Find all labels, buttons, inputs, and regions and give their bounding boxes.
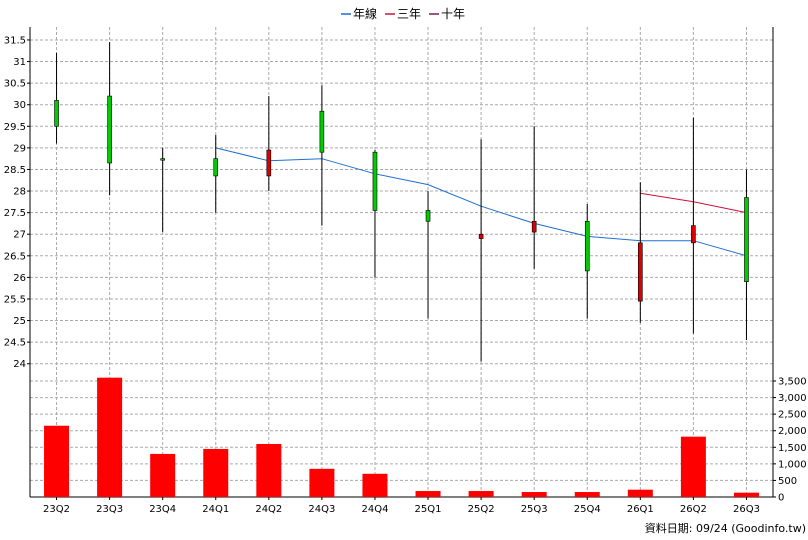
legend-label: 十年 [441, 7, 465, 21]
x-tick-label: 26Q2 [680, 504, 707, 515]
volume-bar [415, 491, 441, 497]
volume-tick-label: 3,500 [778, 377, 807, 388]
candle-body [107, 95, 112, 164]
volume-bar [150, 453, 176, 497]
volume-bar [627, 489, 653, 497]
x-tick-label: 25Q4 [574, 504, 601, 515]
legend-label: 三年 [397, 7, 421, 21]
x-tick-label: 24Q1 [202, 504, 229, 515]
volume-tick-label: 3,000 [778, 393, 807, 404]
x-tick-label: 24Q2 [255, 504, 282, 515]
volume-bar [574, 492, 600, 497]
volume-bar [680, 436, 706, 497]
volume-bar [203, 448, 229, 497]
candlesticks [54, 42, 749, 362]
candle-body [160, 158, 165, 161]
volume-tick-label: 500 [778, 476, 797, 487]
candle-body [319, 110, 325, 153]
price-tick-label: 26.5 [4, 251, 26, 262]
price-tick-label: 30 [13, 100, 26, 111]
credit-text: 資料日期: 09/24 (Goodinfo.tw) [645, 521, 806, 535]
volume-bar [362, 473, 388, 497]
price-tick-label: 27.5 [4, 208, 26, 219]
price-tick-label: 29 [13, 143, 26, 154]
volume-tick-label: 1,500 [778, 443, 807, 454]
volume-bars [44, 377, 759, 497]
volume-bar [309, 468, 335, 497]
price-tick-label: 25.5 [4, 294, 26, 305]
candle-body [266, 149, 272, 177]
price-tick-label: 24.5 [4, 338, 26, 349]
price-axis-ticks: 24 24.5 25 25.5 26 26.5 27 27.5 28 28.5 29 29.5 30 30… [4, 35, 30, 370]
price-tick-label: 28 [13, 187, 26, 198]
candle-body [478, 233, 484, 239]
x-tick-label: 23Q4 [149, 504, 176, 515]
plot-frames [29, 27, 774, 498]
x-tick-label: 23Q2 [43, 504, 70, 515]
price-tick-label: 24 [13, 359, 26, 370]
volume-bar [521, 492, 547, 497]
volume-tick-label: 0 [778, 493, 784, 504]
price-tick-label: 31 [13, 57, 26, 68]
x-axis-ticks: 23Q2 23Q3 23Q4 24Q1 24Q2 24Q3 24Q4 25Q1 25Q2 25Q3… [43, 497, 760, 515]
price-tick-label: 29.5 [4, 122, 26, 133]
volume-bar [44, 425, 70, 497]
volume-tick-label: 1,000 [778, 459, 807, 470]
price-tick-label: 27 [13, 230, 26, 241]
candle-body [213, 158, 219, 177]
x-tick-label: 24Q3 [308, 504, 335, 515]
volume-bar [733, 492, 759, 497]
x-tick-label: 23Q3 [96, 504, 123, 515]
volume-bar [468, 491, 494, 497]
x-tick-label: 26Q1 [627, 504, 654, 515]
price-tick-label: 25 [13, 316, 26, 327]
candle-body [425, 210, 431, 222]
legend: 年線 三年 十年 [341, 6, 465, 21]
price-tick-label: 31.5 [4, 35, 26, 46]
volume-tick-label: 2,500 [778, 410, 807, 421]
x-tick-label: 24Q4 [361, 504, 388, 515]
x-tick-label: 25Q3 [521, 504, 548, 515]
legend-label: 年線 [353, 6, 377, 21]
volume-axis-ticks: 0 500 1,000 1,500 2,000 2,500 3,000 3,500 [773, 377, 807, 504]
candle-body [691, 225, 696, 244]
candle-body [744, 197, 749, 283]
candle-body [372, 151, 378, 211]
price-tick-label: 28.5 [4, 165, 26, 176]
volume-bar [97, 377, 123, 497]
grid-lines [30, 27, 773, 498]
volume-bar [256, 443, 282, 497]
candle-body [54, 100, 59, 127]
volume-tick-label: 2,000 [778, 426, 807, 437]
candle-body [638, 242, 643, 302]
candle-body [531, 220, 537, 233]
x-tick-label: 25Q2 [468, 504, 495, 515]
price-tick-label: 26 [13, 273, 26, 284]
candle-body [584, 220, 590, 272]
price-tick-label: 30.5 [4, 79, 26, 90]
x-tick-label: 25Q1 [415, 504, 442, 515]
x-tick-label: 26Q3 [733, 504, 760, 515]
